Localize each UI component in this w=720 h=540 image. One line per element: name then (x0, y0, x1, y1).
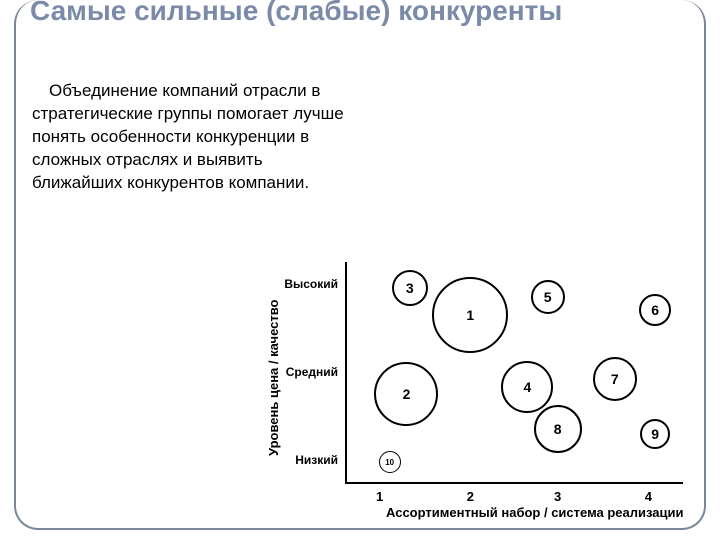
bubble-8: 8 (534, 405, 582, 453)
bubble-2: 2 (374, 362, 438, 426)
x-axis-label: Ассортиментный набор / система реализаци… (386, 505, 684, 520)
y-tick: Низкий (278, 453, 338, 467)
x-tick: 1 (370, 489, 390, 504)
y-axis-line (345, 262, 347, 484)
slide-paragraph: Объединение компаний отрасли в стратегич… (32, 80, 348, 195)
y-tick: Средний (278, 365, 338, 379)
plot-area: 1 2 3 4 5 678 9 10 (346, 262, 682, 482)
bubble-3: 3 (392, 270, 428, 306)
bubble-5: 5 (531, 280, 565, 314)
x-tick: 2 (460, 489, 480, 504)
x-axis-line (345, 482, 683, 484)
bubble-9: 9 (640, 419, 670, 449)
bubble-7: 7 (593, 357, 637, 401)
bubble-chart: Уровень цена / качество Ассортиментный н… (256, 256, 696, 520)
x-tick: 4 (638, 489, 658, 504)
bubble-10: 10 (379, 451, 401, 473)
bubble-4: 4 (501, 361, 553, 413)
slide-title: Самые сильные (слабые) конкуренты (30, 0, 562, 28)
x-tick: 3 (548, 489, 568, 504)
bubble-1: 1 (432, 277, 508, 353)
bubble-6: 6 (639, 294, 671, 326)
y-tick: Высокий (278, 277, 338, 291)
